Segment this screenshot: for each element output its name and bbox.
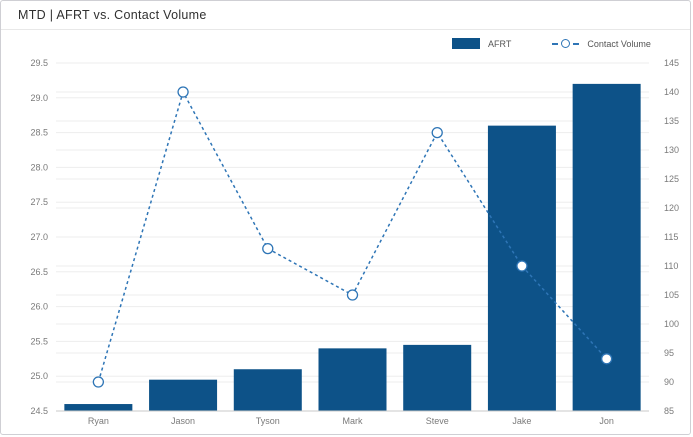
right-axis-label: 105 [664,290,679,300]
bar-ryan[interactable] [64,404,133,411]
chart-title: MTD | AFRT vs. Contact Volume [18,8,207,22]
afrt-legend-label[interactable]: AFRT [488,38,512,49]
right-axis-label: 125 [664,174,679,184]
x-axis-label: Jason [171,416,195,426]
bar-tyson[interactable] [233,369,302,411]
left-axis-label: 29.0 [30,93,48,103]
x-axis-label: Mark [343,416,363,426]
point-jon[interactable] [600,353,613,365]
point-tyson[interactable] [262,242,274,255]
right-axis-label: 90 [664,377,674,387]
left-axis-label: 26.5 [30,267,48,277]
bar-jason[interactable] [149,379,218,411]
left-axis-label: 25.5 [30,336,48,346]
right-axis-label: 135 [664,116,679,126]
x-axis-label: Ryan [88,416,109,426]
right-axis-label: 110 [664,261,678,271]
point-jake[interactable] [516,260,528,272]
x-axis-label: Jake [512,416,531,426]
point-ryan[interactable] [92,376,105,388]
right-axis-label: 120 [664,203,679,213]
left-axis-label: 28.0 [30,162,48,172]
right-axis-label: 130 [664,145,679,155]
legend-dash-icon [552,42,559,45]
right-axis-label: 95 [664,348,674,358]
x-axis-label: Jon [599,416,614,426]
bar-steve[interactable] [403,344,472,411]
point-mark[interactable] [346,289,359,301]
right-axis-label: 140 [664,87,679,97]
right-axis-label: 145 [664,58,679,68]
contact-volume-legend-marker[interactable] [552,39,580,48]
afrt-legend-swatch[interactable] [452,38,480,49]
left-axis-label: 27.0 [30,232,48,242]
right-axis-label: 85 [664,406,674,416]
legend-dash-icon [573,42,580,45]
right-axis-label: 115 [664,232,678,242]
x-axis-label: Steve [426,416,449,426]
legend-circle-icon [561,39,571,48]
left-axis-label: 29.5 [30,58,48,68]
right-axis-label: 100 [664,319,679,329]
point-jason[interactable] [177,86,189,98]
left-axis-label: 24.5 [30,406,48,416]
left-axis-label: 25.0 [30,371,48,381]
left-axis-label: 27.5 [30,197,48,207]
contact-volume-legend-label[interactable]: Contact Volume [587,38,651,49]
card-header: MTD | AFRT vs. Contact Volume [1,1,690,30]
left-axis-label: 26.0 [30,302,48,312]
bar-mark[interactable] [318,348,387,411]
chart-legend: AFRT Contact Volume [452,38,651,49]
x-axis-label: Tyson [256,416,280,426]
left-axis-label: 28.5 [30,128,48,138]
point-steve[interactable] [431,126,443,139]
